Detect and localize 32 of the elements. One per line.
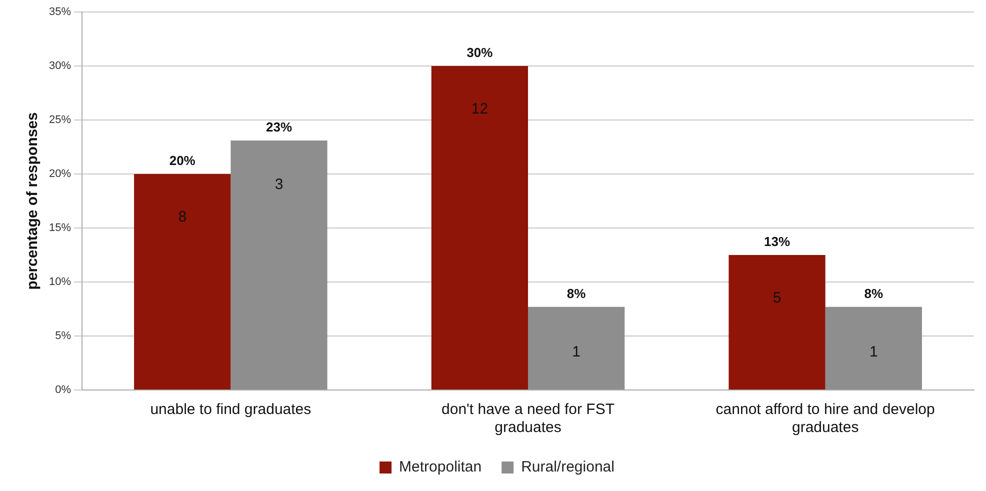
y-tick-label: 10% [48,276,72,288]
annotation: 5 [772,289,782,306]
bar [528,306,625,390]
bar [825,306,922,390]
bar [431,66,528,390]
annotation: 8 [178,208,187,226]
y-axis-title: percentage of responses [24,112,42,290]
bar [134,174,231,390]
x-tick-label: unable to find graduates [150,401,312,418]
y-tick-label: 30% [48,60,72,72]
bar [728,255,826,390]
legend-label: Metropolitan [399,458,482,476]
x-tick-label: don't have a need for FST graduates [442,401,614,436]
data-label: 23% [266,120,292,135]
bar [230,140,328,390]
y-tick-label: 5% [55,330,72,342]
legend-label: Rural/regional [521,458,614,476]
data-label: 8% [566,286,586,301]
y-tick-label: 0% [55,384,72,396]
data-label: 20% [169,153,196,168]
annotation: 1 [869,343,878,360]
y-tick-label: 25% [48,114,72,126]
annotation: 1 [572,343,580,360]
x-tick-label: cannot afford to hire and develop graduates [716,401,935,436]
data-label: 8% [864,286,884,301]
data-label: 30% [466,45,494,60]
annotation: 12 [471,100,488,118]
y-tick-label: 15% [48,222,72,234]
y-tick-label: 35% [48,6,72,18]
data-label: 13% [764,234,790,250]
y-tick-label: 20% [48,168,72,180]
annotation: 3 [274,176,284,193]
